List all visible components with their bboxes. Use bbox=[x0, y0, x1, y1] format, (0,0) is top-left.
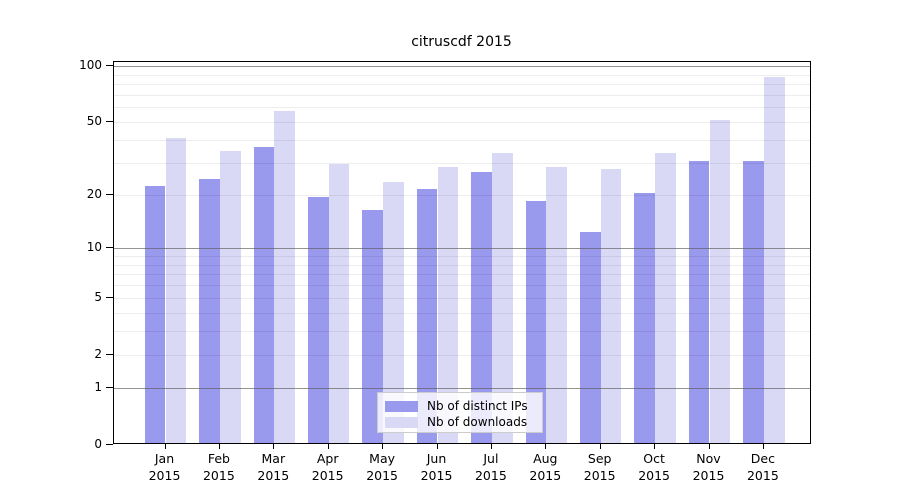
bar-distinct-ips-feb bbox=[199, 178, 220, 443]
gridline-y-100 bbox=[113, 66, 810, 67]
bar-downloads-may bbox=[383, 182, 404, 443]
bar-distinct-ips-apr bbox=[307, 197, 329, 443]
y-tick-50 bbox=[105, 121, 113, 123]
x-tick-label-nov: Nov 2015 bbox=[692, 451, 725, 483]
x-tick-sep bbox=[599, 444, 601, 449]
gridline-y-7 bbox=[113, 274, 810, 276]
x-tick-label-sep: Sep 2015 bbox=[583, 451, 616, 483]
gridline-y-4 bbox=[113, 312, 810, 314]
x-tick-may bbox=[382, 444, 384, 449]
bar-distinct-ips-aug bbox=[525, 201, 547, 443]
x-tick-label-jan: Jan 2015 bbox=[148, 451, 181, 483]
y-tick-label-20: 20 bbox=[86, 186, 102, 201]
y-tick-10 bbox=[105, 247, 113, 249]
gridline-y-3 bbox=[113, 331, 810, 333]
bar-downloads-feb bbox=[219, 151, 241, 443]
x-tick-label-feb: Feb 2015 bbox=[202, 451, 235, 483]
gridline-y-1 bbox=[113, 388, 810, 390]
gridline-y-2 bbox=[113, 354, 810, 356]
bar-downloads-nov bbox=[709, 120, 731, 443]
gridline-y-60 bbox=[113, 107, 810, 109]
gridline-y-90 bbox=[113, 74, 810, 76]
x-tick-dec bbox=[762, 444, 765, 449]
gridline-y-9 bbox=[113, 255, 810, 257]
x-tick-label-aug: Aug 2015 bbox=[529, 451, 562, 483]
legend-swatch-downloads bbox=[385, 416, 418, 428]
legend-item-downloads: Nb of downloads bbox=[385, 414, 534, 430]
bar-distinct-ips-sep bbox=[579, 232, 601, 443]
gridline-y-30 bbox=[113, 163, 810, 164]
gridline-y-20 bbox=[113, 195, 810, 196]
y-tick-0 bbox=[105, 444, 113, 446]
x-tick-apr bbox=[327, 444, 329, 449]
x-tick-nov bbox=[708, 444, 710, 449]
bar-distinct-ips-dec bbox=[743, 161, 764, 443]
y-tick-1 bbox=[105, 387, 113, 389]
chart-title: citruscdf 2015 bbox=[411, 34, 512, 50]
plot-area bbox=[112, 60, 811, 444]
legend-label-distinct-ips: Nb of distinct IPs bbox=[427, 399, 528, 413]
bar-distinct-ips-jun bbox=[416, 189, 438, 443]
legend-swatch-distinct-ips bbox=[385, 400, 418, 412]
x-tick-label-may: May 2015 bbox=[366, 451, 398, 483]
gridline-y-8 bbox=[113, 264, 810, 266]
bar-downloads-jan bbox=[165, 138, 187, 443]
x-tick-oct bbox=[654, 444, 656, 449]
bar-distinct-ips-jan bbox=[144, 185, 166, 443]
bar-distinct-ips-may bbox=[362, 210, 384, 443]
gridline-y-6 bbox=[113, 285, 810, 287]
gridline-y-10 bbox=[113, 248, 810, 250]
bar-distinct-ips-nov bbox=[688, 161, 710, 443]
legend-label-downloads: Nb of downloads bbox=[427, 415, 528, 429]
gridline-y-40 bbox=[113, 140, 810, 141]
gridline-y-80 bbox=[113, 84, 810, 86]
bar-downloads-sep bbox=[600, 169, 622, 443]
y-tick-5 bbox=[105, 296, 113, 299]
y-tick-label-50: 50 bbox=[86, 114, 102, 129]
x-tick-label-mar: Mar 2015 bbox=[257, 451, 290, 483]
y-tick-100 bbox=[105, 64, 113, 67]
x-tick-label-jul: Jul 2015 bbox=[474, 451, 507, 483]
x-tick-feb bbox=[218, 444, 221, 449]
y-tick-label-5: 5 bbox=[94, 289, 102, 304]
bar-downloads-oct bbox=[655, 153, 676, 443]
x-tick-mar bbox=[273, 444, 275, 449]
y-tick-label-0: 0 bbox=[94, 437, 102, 451]
bar-downloads-mar bbox=[274, 111, 296, 443]
x-tick-label-jun: Jun 2015 bbox=[420, 451, 453, 483]
y-tick-label-1: 1 bbox=[94, 380, 102, 395]
x-tick-jan bbox=[164, 444, 166, 449]
x-tick-jun bbox=[436, 444, 438, 449]
x-tick-label-apr: Apr 2015 bbox=[311, 451, 344, 483]
legend-item-distinct-ips: Nb of distinct IPs bbox=[385, 398, 534, 414]
bar-downloads-apr bbox=[328, 163, 350, 443]
y-tick-label-2: 2 bbox=[94, 346, 102, 361]
gridline-y-50 bbox=[113, 122, 810, 124]
legend: Nb of distinct IPs Nb of downloads bbox=[377, 392, 543, 433]
bar-downloads-aug bbox=[546, 166, 568, 443]
x-tick-jul bbox=[490, 444, 493, 449]
gridline-y-5 bbox=[113, 297, 810, 299]
x-tick-label-dec: Dec 2015 bbox=[746, 451, 779, 483]
bar-distinct-ips-jul bbox=[471, 172, 492, 443]
gridline-y-70 bbox=[113, 94, 810, 96]
bar-downloads-jun bbox=[437, 166, 459, 443]
x-tick-label-oct: Oct 2015 bbox=[638, 451, 670, 483]
x-tick-aug bbox=[545, 444, 547, 449]
y-tick-label-100: 100 bbox=[79, 57, 102, 72]
bar-downloads-jul bbox=[491, 153, 513, 443]
bar-distinct-ips-oct bbox=[634, 193, 656, 443]
bar-distinct-ips-mar bbox=[253, 146, 275, 443]
y-tick-2 bbox=[105, 353, 113, 355]
bar-downloads-dec bbox=[763, 77, 785, 443]
y-tick-label-10: 10 bbox=[86, 240, 102, 255]
y-tick-20 bbox=[105, 193, 113, 196]
